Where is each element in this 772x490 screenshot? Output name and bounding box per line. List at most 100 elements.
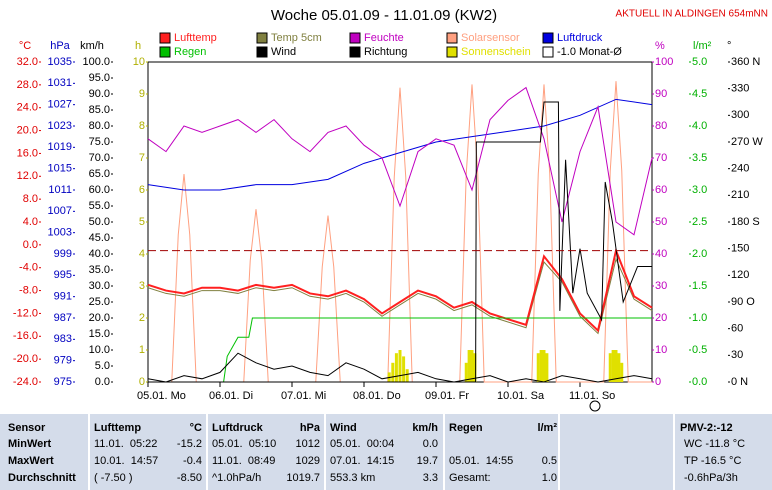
sunshine-bar: [402, 356, 406, 382]
y-tick-label: 1003: [48, 227, 72, 239]
sunshine-bar: [542, 350, 546, 382]
y-tick-label: 80.0: [89, 120, 110, 132]
legend-label: Regen: [174, 46, 206, 58]
legend-label: Luftdruck: [557, 32, 603, 44]
x-tick-label: 06.01. Di: [209, 390, 253, 402]
y-tick-label: 4.0: [23, 216, 38, 228]
axis-unit: h: [135, 40, 141, 52]
y-tick-label: 210: [731, 189, 749, 201]
y-tick-label: 4: [139, 248, 145, 260]
cell-text: Gesamt:: [449, 472, 491, 484]
plot-frame: [147, 61, 653, 383]
y-tick-label: 983: [54, 333, 72, 345]
x-tick-label: 07.01. Mi: [281, 390, 326, 402]
y-tick-label: 0.0: [692, 376, 707, 388]
series-line: [147, 98, 653, 191]
cell-value: 0.0: [422, 438, 438, 450]
y-tick-label: 1023: [48, 120, 72, 132]
cell-value: -0.4: [183, 455, 202, 467]
legend-swatch: [446, 46, 458, 58]
cell-text: 11.01. 08:49: [212, 455, 276, 467]
cell-text: 10.01. 14:57: [94, 455, 159, 467]
sunshine-bar: [611, 350, 615, 382]
sunshine-bar: [539, 350, 543, 382]
y-tick-label: 4.0: [692, 120, 707, 132]
cell-text: ^1.0hPa/h: [212, 472, 262, 484]
y-tick-label: 150: [731, 243, 749, 255]
axis-unit: °C: [19, 40, 31, 52]
cell-text: 05.01. 14:55: [449, 455, 514, 467]
chart-title: Woche 05.01.09 - 11.01.09 (KW2): [271, 7, 497, 24]
column-separator: [443, 414, 445, 490]
axis-unit: km/h: [80, 40, 104, 52]
y-tick-label: 2: [139, 312, 145, 324]
cell-value: 19.7: [416, 455, 438, 467]
legend-label: Temp 5cm: [271, 32, 322, 44]
legend-swatch: [349, 32, 361, 44]
y-tick-label: 100: [655, 56, 673, 68]
axis-unit: l/m²: [693, 40, 712, 52]
y-tick-label: -8.0: [19, 284, 38, 296]
legend-swatch: [542, 46, 554, 58]
y-tick-label: 330: [731, 83, 749, 95]
y-tick-label: 5: [139, 216, 145, 228]
sunshine-bar: [464, 362, 468, 382]
legend-swatch: [256, 32, 268, 44]
sunshine-bar: [467, 350, 471, 382]
y-tick-label: -4.0: [19, 262, 38, 274]
y-tick-label: -12.0: [13, 307, 38, 319]
y-tick-label: 0.0: [23, 239, 38, 251]
y-tick-label: 270 W: [731, 136, 763, 148]
cell-text: 11.01. 05:22: [94, 438, 158, 450]
cell-value: 3.3: [422, 472, 438, 484]
y-tick-label: 1027: [48, 99, 72, 111]
axis-unit: °: [727, 40, 731, 52]
column-separator: [673, 414, 675, 490]
y-tick-label: 25.0: [89, 296, 110, 308]
y-tick-label: 0.0: [95, 376, 110, 388]
legend-swatch: [159, 46, 171, 58]
y-tick-label: 80: [655, 120, 667, 132]
y-tick-label: 50.0: [89, 216, 110, 228]
cell-text: ( -7.50 ): [94, 472, 133, 484]
y-tick-label: 8: [139, 120, 145, 132]
y-tick-label: 1015: [48, 163, 72, 175]
header-cell: Lufttemp: [94, 422, 142, 434]
legend-swatch: [542, 32, 554, 44]
y-tick-label: 40.0: [89, 248, 110, 260]
y-tick-label: 991: [54, 291, 72, 303]
y-tick-label: 1031: [48, 77, 72, 89]
series-line: [147, 257, 653, 335]
sunshine-bar: [398, 350, 402, 382]
cell-text: 05.01. 00:04: [330, 438, 395, 450]
y-tick-label: 50: [655, 216, 667, 228]
y-tick-label: 45.0: [89, 232, 110, 244]
cell-value: -8.50: [176, 472, 202, 484]
legend-label: Richtung: [364, 46, 407, 58]
extra-cell: TP -16.5 °C: [684, 455, 742, 467]
extra-cell: -0.6hPa/3h: [684, 472, 738, 484]
header-cell: PMV-2:-12: [680, 422, 733, 434]
stats-table: Sensor PMV-2:-12 Lufttemp °C Luftdruck hPa Win…: [0, 414, 772, 490]
y-tick-label: 15.0: [89, 328, 110, 340]
y-tick-label: 2.5: [692, 216, 707, 228]
y-tick-label: 5.0: [692, 56, 707, 68]
header-cell: l/m²: [537, 422, 557, 434]
cell-value: -15.2: [176, 438, 202, 450]
sunshine-bar: [536, 353, 540, 382]
y-tick-label: 0.5: [692, 344, 707, 356]
y-tick-label: 16.0: [17, 147, 38, 159]
y-tick-label: 95.0: [89, 72, 110, 84]
y-tick-label: 20.0: [89, 312, 110, 324]
y-tick-label: 30: [731, 349, 743, 361]
y-tick-label: 0 N: [731, 376, 748, 388]
sunshine-bar: [608, 353, 612, 382]
y-tick-label: 2.0: [692, 248, 707, 260]
y-tick-label: 60: [655, 184, 667, 196]
y-tick-label: 6: [139, 184, 145, 196]
cell-text: 07.01. 14:15: [330, 455, 395, 467]
location: AKTUELL IN ALDINGEN 654mNN: [616, 9, 768, 20]
row-label: Durchschnitt: [8, 472, 76, 484]
y-tick-label: 60.0: [89, 184, 110, 196]
